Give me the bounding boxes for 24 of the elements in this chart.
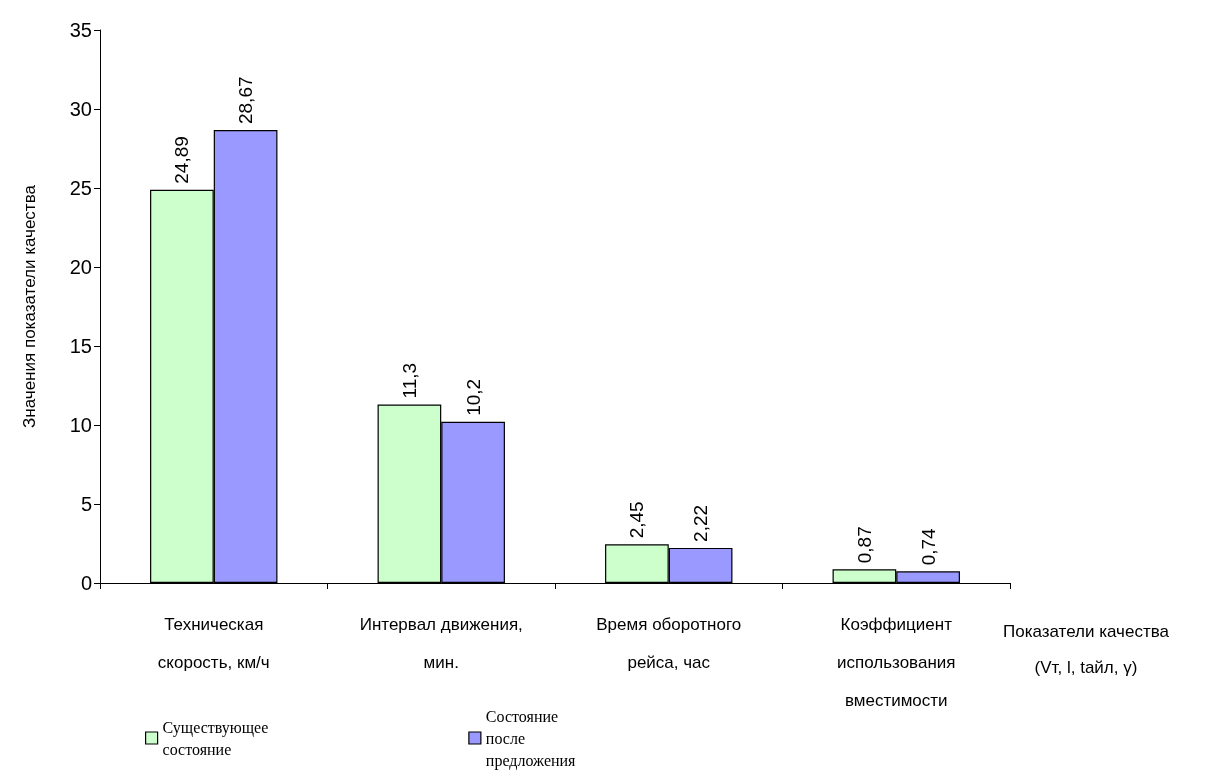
x-tick-label: Время оборотного рейса, час [596,614,742,672]
data-label: 10,2 [462,378,484,416]
y-tick-label: 20 [69,256,92,278]
data-label: 2,22 [690,504,712,542]
x-axis-title: Показатели качества (Vт, l, tайл, γ) [1002,621,1170,677]
legend-label: Существующее состояние [162,718,269,758]
data-label: 0,87 [853,526,875,564]
data-label: 24,89 [171,136,193,184]
legend-label: Состояние после предложения [485,707,577,770]
y-tick-label: 25 [69,177,92,199]
y-axis-title: Значения показатели качества [20,184,39,428]
y-tick-label: 5 [80,493,92,515]
data-label: 11,3 [398,362,420,399]
data-label: 2,45 [626,501,648,539]
data-label: 28,67 [235,76,257,125]
y-tick-label: 30 [69,98,92,120]
y-tick-label: 0 [80,572,92,594]
y-tick-label: 35 [69,19,92,41]
x-tick-label: Техническая скорость, км/ч [157,614,270,672]
y-tick-label: 10 [69,414,92,436]
y-tick-label: 15 [69,335,92,357]
x-tick-label: Интервал движения, мин. [359,614,523,672]
data-label: 0,74 [917,527,939,566]
x-tick-label: Коэффициент использования вместимости [836,614,956,710]
